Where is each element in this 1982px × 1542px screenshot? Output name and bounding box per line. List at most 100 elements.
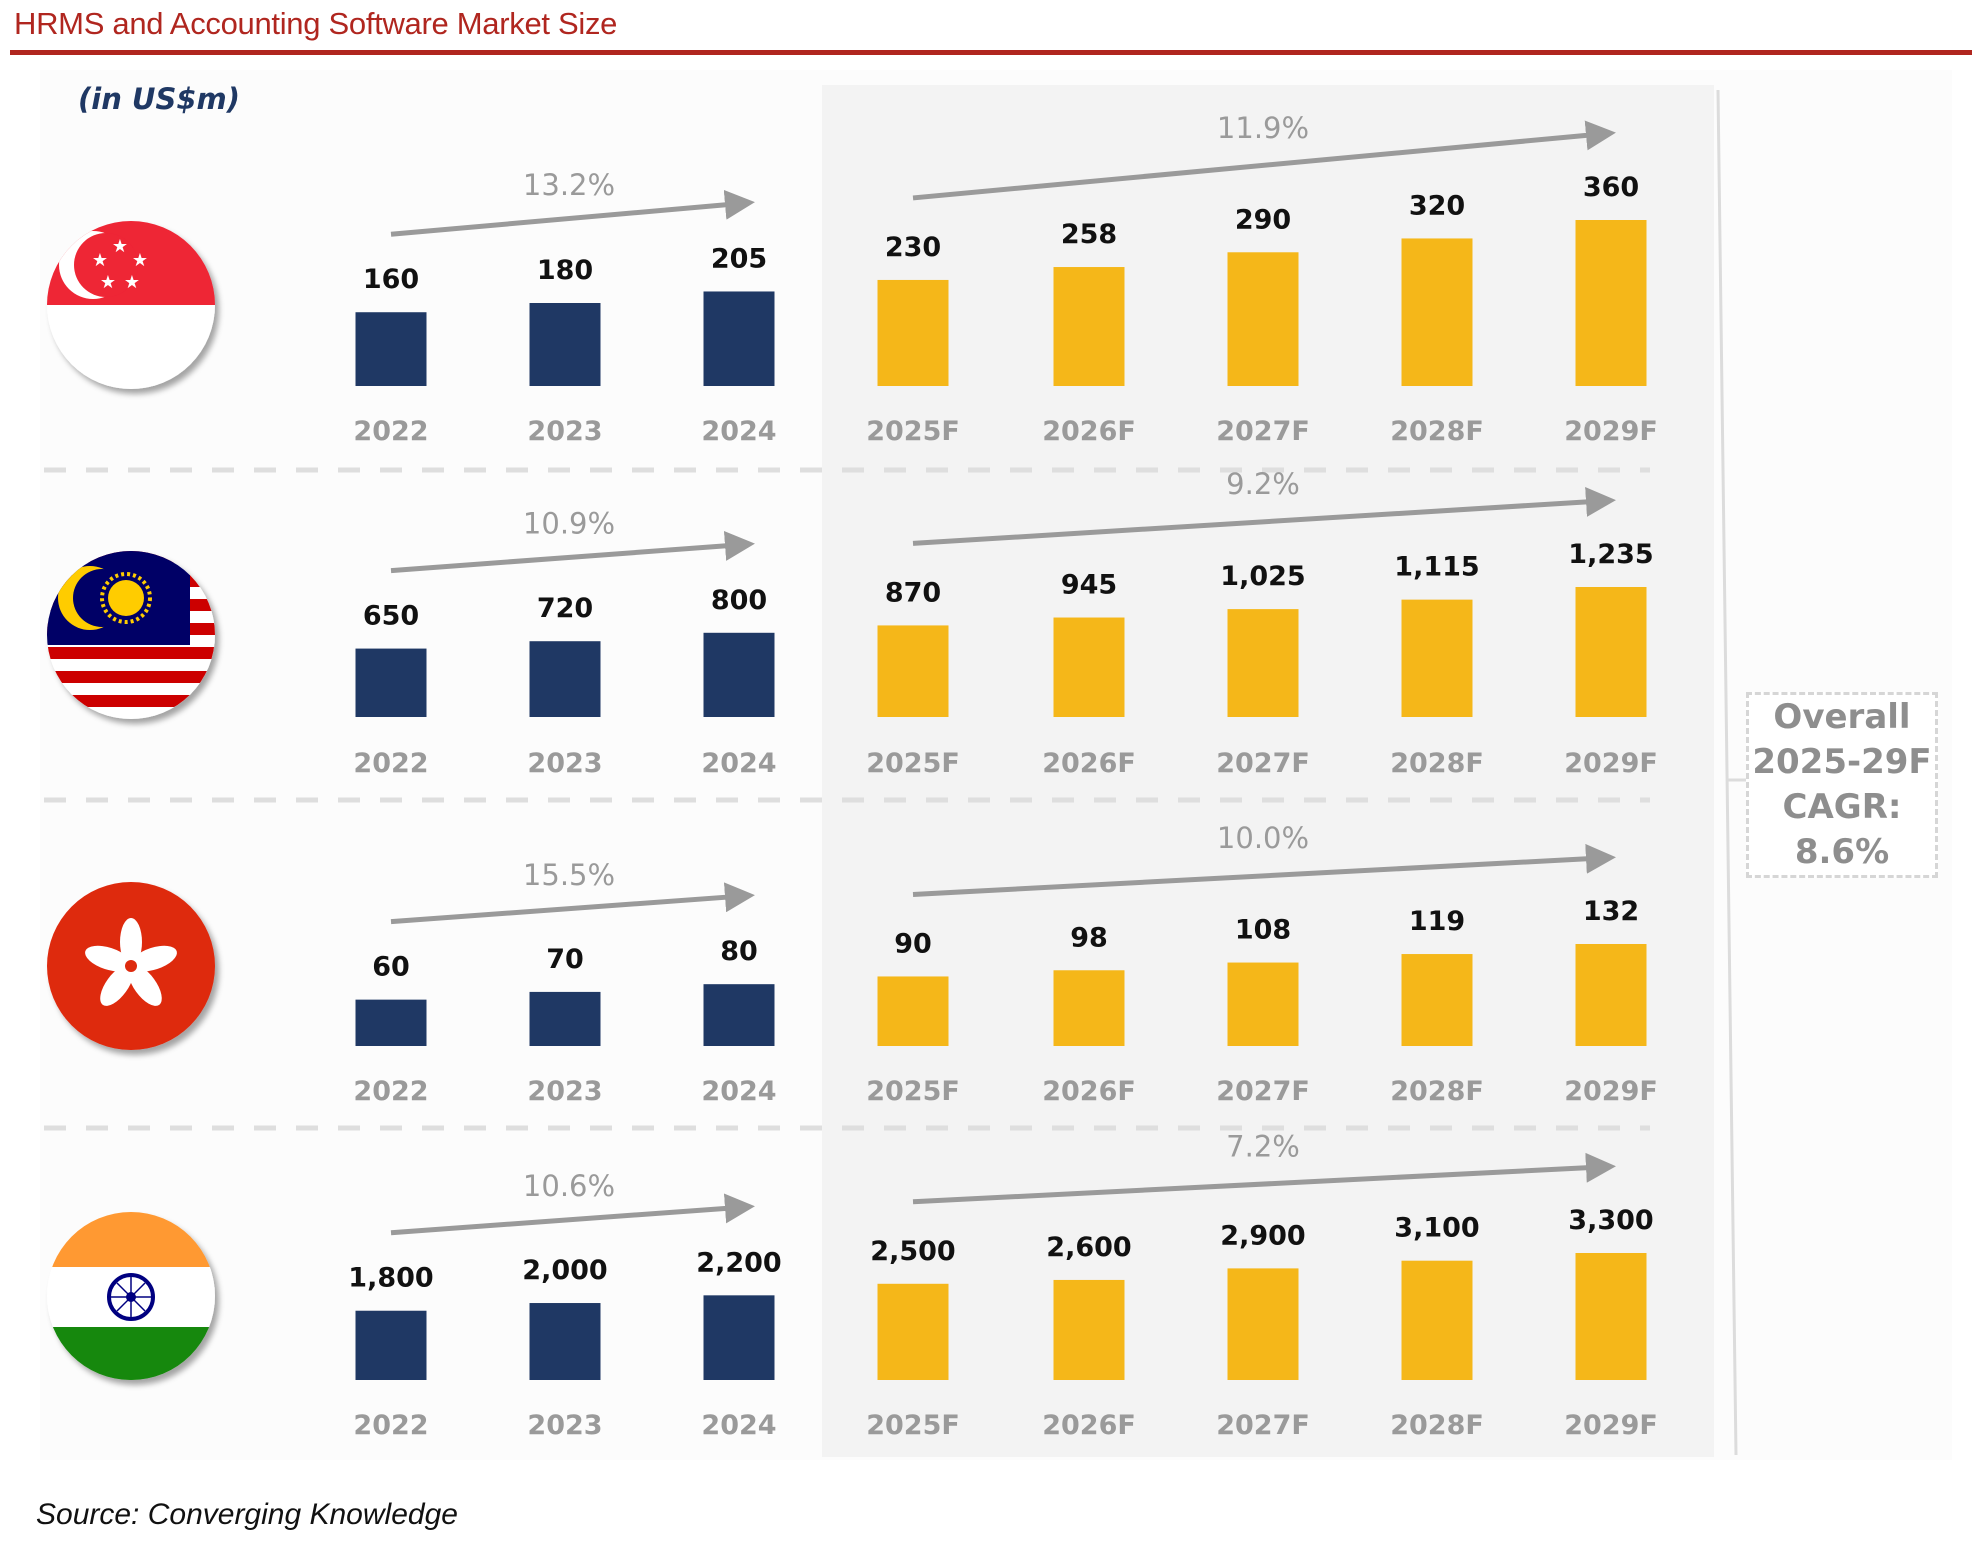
title-rule bbox=[10, 50, 1972, 55]
bar-india bbox=[355, 1310, 427, 1380]
year-tick-label: 2027F bbox=[1216, 416, 1310, 447]
data-label: 650 bbox=[363, 601, 419, 632]
chart-marks: 160 2022 180 2023 205 2024 230 2025F 258 2026F 290… bbox=[348, 111, 1658, 1441]
year-tick-label: 2026F bbox=[1042, 1076, 1136, 1107]
forecast-cagr-label: 11.9% bbox=[1217, 111, 1309, 145]
bar-malaysia bbox=[355, 648, 427, 717]
year-tick-label: 2028F bbox=[1390, 748, 1484, 779]
year-tick-label: 2026F bbox=[1042, 748, 1136, 779]
singapore-flag-icon: ★★ ★ ★ ★ bbox=[47, 221, 215, 389]
year-tick-label: 2024 bbox=[701, 1076, 776, 1107]
year-tick-label: 2025F bbox=[866, 1076, 960, 1107]
data-label: 1,235 bbox=[1568, 539, 1653, 570]
year-tick-label: 2028F bbox=[1390, 1076, 1484, 1107]
year-tick-label: 2025F bbox=[866, 416, 960, 447]
year-tick-label: 2024 bbox=[701, 748, 776, 779]
year-tick-label: 2022 bbox=[353, 1410, 428, 1441]
data-label: 80 bbox=[720, 936, 758, 967]
bar-singapore bbox=[1401, 238, 1473, 386]
year-tick-label: 2027F bbox=[1216, 1076, 1310, 1107]
bar-hong-kong bbox=[1401, 954, 1473, 1046]
bar-singapore bbox=[877, 279, 949, 386]
data-label: 945 bbox=[1061, 570, 1117, 601]
data-label: 132 bbox=[1583, 896, 1639, 927]
data-label: 2,200 bbox=[696, 1247, 781, 1278]
year-tick-label: 2024 bbox=[701, 416, 776, 447]
historical-cagr-label: 10.9% bbox=[523, 507, 615, 541]
forecast-cagr-label: 10.0% bbox=[1217, 821, 1309, 855]
forecast-growth-arrow bbox=[912, 486, 1616, 546]
year-tick-label: 2027F bbox=[1216, 748, 1310, 779]
bar-india bbox=[1053, 1279, 1125, 1380]
bar-india bbox=[703, 1295, 775, 1380]
year-tick-label: 2022 bbox=[353, 1076, 428, 1107]
svg-text:★: ★ bbox=[132, 250, 148, 271]
bar-hong-kong bbox=[529, 991, 601, 1046]
svg-text:★: ★ bbox=[112, 236, 128, 257]
year-tick-label: 2023 bbox=[527, 1076, 602, 1107]
year-tick-label: 2028F bbox=[1390, 1410, 1484, 1441]
data-label: 1,800 bbox=[348, 1263, 433, 1294]
unit-label: (in US$m) bbox=[78, 82, 241, 116]
year-tick-label: 2029F bbox=[1564, 748, 1658, 779]
data-label: 2,500 bbox=[870, 1236, 955, 1267]
data-label: 290 bbox=[1235, 204, 1291, 235]
bar-hong-kong bbox=[1053, 970, 1125, 1046]
data-label: 180 bbox=[537, 255, 593, 286]
bar-singapore bbox=[1575, 220, 1647, 386]
historical-cagr-label: 13.2% bbox=[523, 168, 615, 202]
svg-text:★: ★ bbox=[100, 272, 116, 293]
data-label: 3,300 bbox=[1568, 1205, 1653, 1236]
year-tick-label: 2029F bbox=[1564, 1410, 1658, 1441]
forecast-cagr-label: 9.2% bbox=[1226, 467, 1300, 501]
bar-singapore bbox=[355, 312, 427, 386]
year-tick-label: 2027F bbox=[1216, 1410, 1310, 1441]
year-tick-label: 2026F bbox=[1042, 416, 1136, 447]
bar-malaysia bbox=[703, 632, 775, 717]
overall-cagr-value: 8.6% bbox=[1794, 832, 1890, 872]
forecast-cagr-label: 7.2% bbox=[1226, 1129, 1300, 1163]
data-label: 870 bbox=[885, 577, 941, 608]
bar-malaysia bbox=[1401, 599, 1473, 717]
year-tick-label: 2024 bbox=[701, 1410, 776, 1441]
year-tick-label: 2029F bbox=[1564, 416, 1658, 447]
bar-singapore bbox=[1053, 267, 1125, 386]
data-label: 60 bbox=[372, 952, 410, 983]
forecast-growth-arrow bbox=[912, 843, 1616, 897]
historical-growth-arrow bbox=[390, 882, 755, 925]
bar-singapore bbox=[703, 291, 775, 386]
hong-kong-flag-icon bbox=[47, 882, 215, 1050]
year-tick-label: 2026F bbox=[1042, 1410, 1136, 1441]
bar-malaysia bbox=[1227, 609, 1299, 717]
year-tick-label: 2023 bbox=[527, 1410, 602, 1441]
data-label: 360 bbox=[1583, 172, 1639, 203]
year-tick-label: 2028F bbox=[1390, 416, 1484, 447]
year-tick-label: 2029F bbox=[1564, 1076, 1658, 1107]
bar-hong-kong bbox=[355, 999, 427, 1046]
bar-malaysia bbox=[877, 625, 949, 717]
data-label: 98 bbox=[1070, 922, 1108, 953]
india-flag-icon bbox=[47, 1212, 215, 1380]
forecast-growth-arrow bbox=[912, 120, 1616, 201]
data-label: 258 bbox=[1061, 219, 1117, 250]
bar-india bbox=[529, 1303, 601, 1380]
chart-title: HRMS and Accounting Software Market Size bbox=[14, 6, 618, 41]
year-tick-label: 2025F bbox=[866, 1410, 960, 1441]
malaysia-flag-icon bbox=[47, 551, 215, 719]
bar-india bbox=[1227, 1268, 1299, 1380]
historical-cagr-label: 15.5% bbox=[523, 858, 615, 892]
bar-malaysia bbox=[1575, 587, 1647, 717]
data-label: 119 bbox=[1409, 906, 1465, 937]
data-label: 230 bbox=[885, 232, 941, 263]
historical-growth-arrow bbox=[390, 189, 755, 237]
bar-india bbox=[1401, 1260, 1473, 1380]
bar-malaysia bbox=[529, 641, 601, 717]
overall-cagr-line: Overall bbox=[1773, 697, 1911, 737]
data-label: 160 bbox=[363, 264, 419, 295]
bar-india bbox=[877, 1283, 949, 1380]
data-label: 2,600 bbox=[1046, 1232, 1131, 1263]
year-tick-label: 2025F bbox=[866, 748, 960, 779]
data-label: 1,115 bbox=[1394, 552, 1479, 583]
data-label: 2,900 bbox=[1220, 1220, 1305, 1251]
